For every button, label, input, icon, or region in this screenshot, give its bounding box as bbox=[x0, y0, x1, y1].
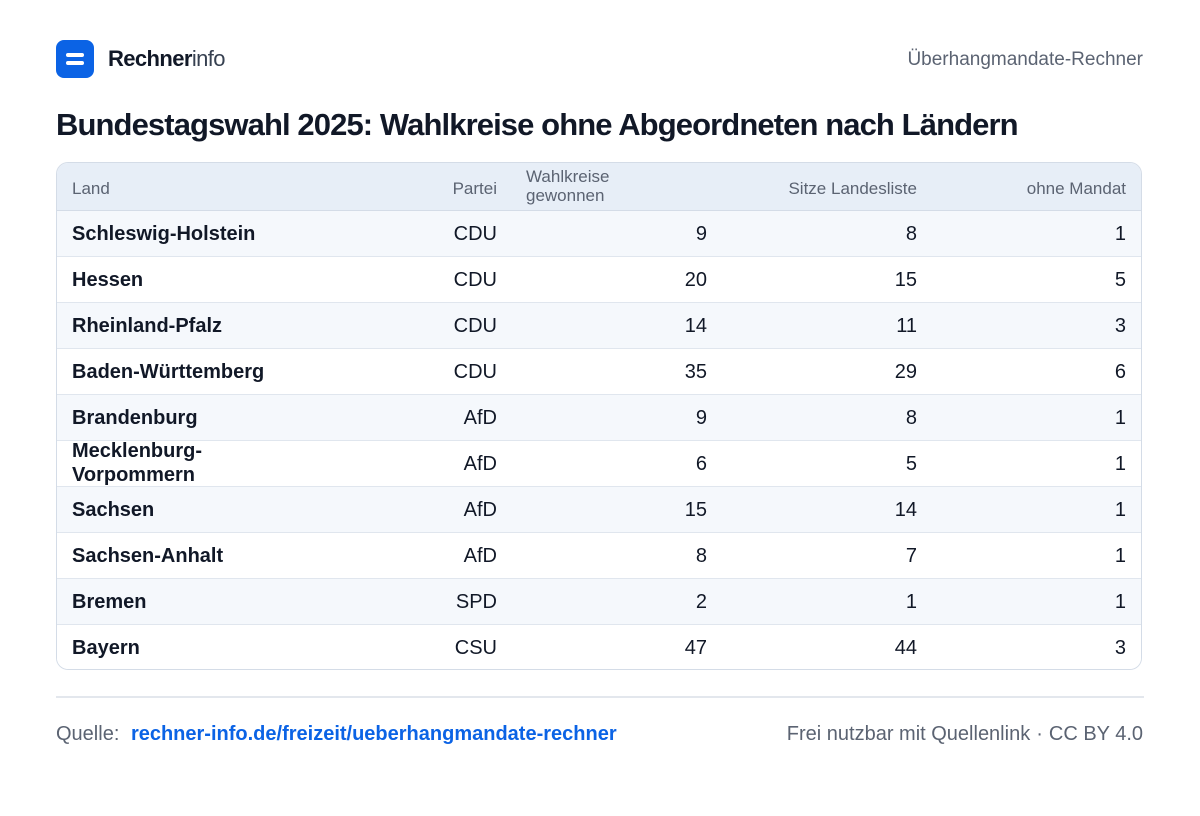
cell-ohne-mandat: 1 bbox=[1114, 453, 1126, 475]
header-partei: Partei bbox=[452, 179, 497, 198]
cell-sitze: 14 bbox=[894, 499, 917, 521]
cell-sitze: 11 bbox=[896, 315, 917, 337]
cell-wahlkreise: 15 bbox=[684, 499, 707, 521]
table-row: Bremen SPD 2 1 1 bbox=[57, 579, 1141, 625]
table-row: Sachsen AfD 15 14 1 bbox=[57, 487, 1141, 533]
cell-land: Bayern bbox=[72, 637, 140, 659]
table-row: Rheinland-Pfalz CDU 14 11 3 bbox=[57, 303, 1141, 349]
cell-ohne-mandat: 1 bbox=[1114, 407, 1126, 429]
cell-ohne-mandat: 1 bbox=[1114, 591, 1126, 613]
cell-wahlkreise: 6 bbox=[695, 453, 707, 475]
header-land: Land bbox=[72, 179, 110, 198]
header-ohne-mandat: ohne Mandat bbox=[1026, 179, 1126, 198]
source-line: Quelle: rechner-info.de/freizeit/ueberha… bbox=[56, 722, 617, 746]
license-name: CC BY 4.0 bbox=[1048, 723, 1143, 745]
cell-sitze: 29 bbox=[894, 361, 917, 383]
table-row: Schleswig-Holstein CDU 9 8 1 bbox=[57, 211, 1141, 257]
table-row: Hessen CDU 20 15 5 bbox=[57, 257, 1141, 303]
cell-partei: CDU bbox=[453, 223, 497, 245]
cell-sitze: 8 bbox=[905, 407, 917, 429]
source-label: Quelle: bbox=[56, 723, 120, 745]
brand-name[interactable]: Rechnerinfo bbox=[108, 46, 226, 71]
header-sitze: Sitze Landesliste bbox=[788, 179, 917, 198]
cell-partei: CDU bbox=[453, 315, 497, 337]
license-line: Frei nutzbar mit Quellenlink · CC BY 4.0 bbox=[787, 722, 1143, 746]
results-table: Land Partei Wahlkreise gewonnen Sitze La… bbox=[56, 162, 1142, 670]
cell-partei: SPD bbox=[455, 591, 497, 613]
cell-wahlkreise: 14 bbox=[684, 315, 707, 337]
cell-land: Rheinland-Pfalz bbox=[72, 315, 223, 337]
cell-wahlkreise: 2 bbox=[695, 591, 707, 613]
cell-partei: AfD bbox=[463, 545, 497, 567]
table-row: Sachsen-Anhalt AfD 8 7 1 bbox=[57, 533, 1141, 579]
cell-ohne-mandat: 1 bbox=[1114, 545, 1126, 567]
cell-land: Schleswig-Holstein bbox=[72, 223, 256, 245]
rechnerinfo-logo-icon[interactable] bbox=[56, 40, 94, 78]
brand-light: info bbox=[191, 46, 226, 71]
table-row: Baden-Württemberg CDU 35 29 6 bbox=[57, 349, 1141, 395]
cell-wahlkreise: 35 bbox=[684, 361, 707, 383]
cell-wahlkreise: 8 bbox=[695, 545, 707, 567]
cell-partei: AfD bbox=[463, 499, 497, 521]
cell-wahlkreise: 20 bbox=[684, 269, 707, 291]
calculator-name: Überhangmandate-Rechner bbox=[907, 49, 1143, 70]
license-text: Frei nutzbar mit Quellenlink bbox=[786, 723, 1031, 745]
cell-partei: AfD bbox=[463, 453, 497, 475]
cell-land: Baden-Württemberg bbox=[72, 361, 265, 383]
logo-bar-top bbox=[66, 53, 84, 57]
page-title: Bundestagswahl 2025: Wahlkreise ohne Abg… bbox=[56, 107, 1019, 142]
cell-sitze: 5 bbox=[905, 453, 917, 475]
cell-land: Sachsen bbox=[72, 499, 155, 521]
cell-land: Sachsen-Anhalt bbox=[72, 545, 224, 567]
header: Rechnerinfo Überhangmandate-Rechner bbox=[56, 40, 1143, 78]
table-header: Land Partei Wahlkreise gewonnen Sitze La… bbox=[57, 163, 1141, 211]
cell-land: Hessen bbox=[72, 269, 144, 291]
table-row: Brandenburg AfD 9 8 1 bbox=[57, 395, 1141, 441]
cell-partei: CDU bbox=[453, 269, 497, 291]
header-wahlkreise: Wahlkreise gewonnen bbox=[526, 167, 610, 205]
logo-bar-bottom bbox=[66, 61, 84, 65]
cell-partei: CDU bbox=[453, 361, 497, 383]
source-link[interactable]: rechner-info.de/freizeit/ueberhangmandat… bbox=[130, 723, 617, 745]
cell-ohne-mandat: 1 bbox=[1114, 223, 1126, 245]
cell-partei: AfD bbox=[463, 407, 497, 429]
cell-sitze: 1 bbox=[905, 591, 917, 613]
table-row: Bayern CSU 47 44 3 bbox=[57, 625, 1141, 669]
cell-land: Bremen bbox=[72, 591, 147, 613]
brand-strong: Rechner bbox=[108, 46, 192, 71]
cell-ohne-mandat: 5 bbox=[1114, 269, 1126, 291]
cell-ohne-mandat: 3 bbox=[1114, 315, 1126, 337]
table-row: Mecklenburg-Vorpommern AfD 6 5 1 bbox=[57, 440, 1141, 487]
cell-wahlkreise: 47 bbox=[684, 637, 707, 659]
cell-sitze: 15 bbox=[894, 269, 917, 291]
cell-ohne-mandat: 1 bbox=[1114, 499, 1126, 521]
cell-wahlkreise: 9 bbox=[695, 223, 707, 245]
cell-land: Brandenburg bbox=[72, 407, 198, 429]
cell-ohne-mandat: 6 bbox=[1114, 361, 1126, 383]
cell-land: Mecklenburg-Vorpommern bbox=[72, 440, 203, 486]
footer-divider bbox=[56, 696, 1144, 698]
cell-wahlkreise: 9 bbox=[695, 407, 707, 429]
cell-partei: CSU bbox=[454, 637, 497, 659]
cell-ohne-mandat: 3 bbox=[1114, 637, 1126, 659]
cell-sitze: 7 bbox=[905, 545, 917, 567]
cell-sitze: 44 bbox=[894, 637, 917, 659]
cell-sitze: 8 bbox=[905, 223, 917, 245]
license-separator: · bbox=[1036, 723, 1043, 745]
